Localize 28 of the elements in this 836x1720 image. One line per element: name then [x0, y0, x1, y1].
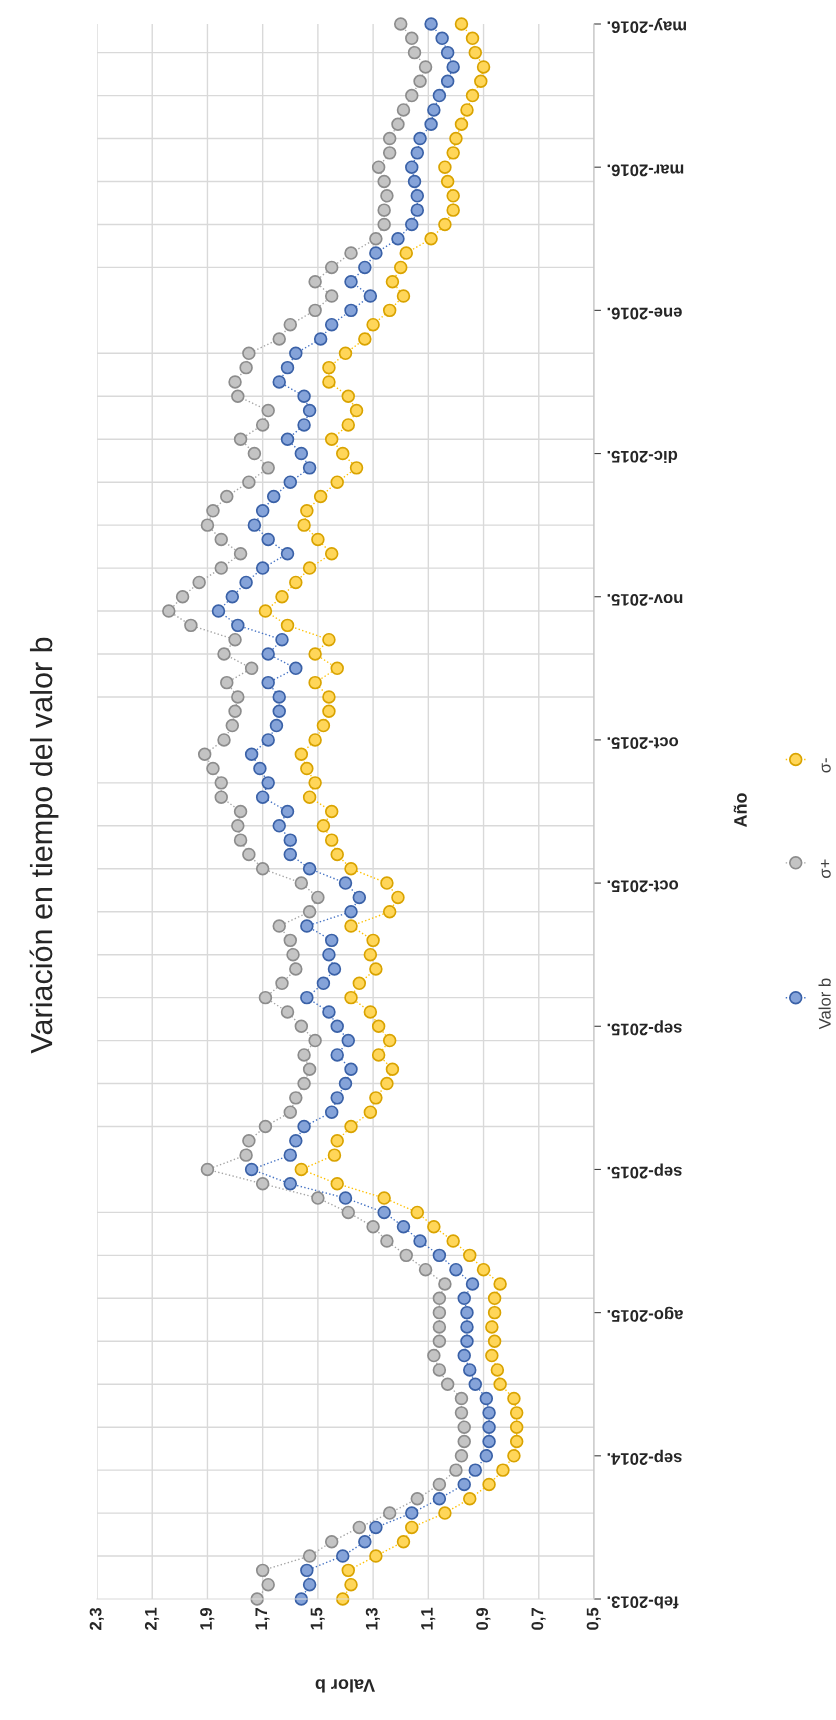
x-axis-title: Valor b [315, 1679, 375, 1693]
y-tick-label: feb-2013. [607, 1596, 679, 1609]
x-tick-label: 1,9 [200, 1607, 215, 1630]
y-tick-label: nov-2015. [607, 593, 683, 606]
x-tick-label: 0,7 [531, 1608, 546, 1630]
text: Variación en tiempo del valor b [29, 637, 59, 1054]
y-tick-label: dic-2015. [607, 450, 678, 464]
x-tick-label: 2,3 [89, 1607, 104, 1630]
legend-label: σ- [821, 758, 831, 773]
y-tick-label: mar-2016. [607, 164, 684, 177]
y-tick-label: ago-2015. [607, 1306, 683, 1322]
x-tick-label: 0,5 [586, 1607, 601, 1630]
y-axis-title: Año [733, 793, 747, 828]
x-tick-label: 1,1 [421, 1607, 436, 1630]
y-tick-label: sep-2015. [607, 1020, 682, 1036]
y-tick-label: ene-2016. [607, 307, 682, 320]
y-tick-label: may-2016. [607, 17, 687, 34]
x-tick-label: 0,9 [476, 1607, 491, 1630]
legend-label: σ+ [820, 859, 831, 878]
x-tick-label: 1,7 [255, 1608, 270, 1630]
y-tick-label: oct-2015. [607, 880, 679, 893]
y-tick-label: sep-2014. [607, 1449, 682, 1465]
legend-label: Valor b [818, 978, 831, 1030]
y-tick-label: oct-2015. [607, 737, 679, 749]
x-tick-label: 2,1 [144, 1607, 160, 1630]
x-tick-label: 1,5 [310, 1607, 325, 1630]
y-tick-label: sep-2015. [607, 1163, 682, 1179]
x-tick-label: 1,3 [365, 1607, 380, 1630]
